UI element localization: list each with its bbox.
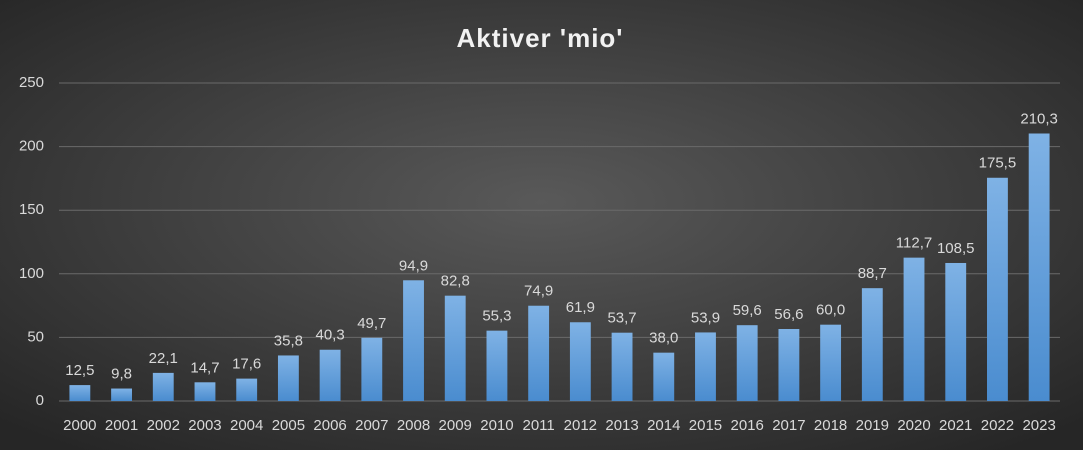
x-tick-label: 2012 xyxy=(564,417,597,434)
chart-title: Aktiver 'mio' xyxy=(457,23,624,53)
bar xyxy=(194,382,216,401)
bar xyxy=(820,324,842,401)
data-label: 49,7 xyxy=(357,315,386,332)
x-tick-label: 2014 xyxy=(647,417,680,434)
bar xyxy=(528,305,550,401)
bar xyxy=(569,322,591,401)
bar xyxy=(695,332,716,401)
data-label: 112,7 xyxy=(896,235,932,252)
bar xyxy=(444,295,466,401)
data-label: 35,8 xyxy=(274,332,303,349)
data-label: 14,7 xyxy=(190,359,219,376)
x-tick-label: 2017 xyxy=(772,417,805,434)
bar xyxy=(611,332,633,401)
x-tick-label: 2023 xyxy=(1022,417,1055,434)
x-tick-label: 2010 xyxy=(480,417,513,434)
bar xyxy=(653,352,675,401)
bar xyxy=(236,378,258,401)
y-tick-label: 100 xyxy=(19,265,44,282)
x-tick-label: 2005 xyxy=(272,417,305,434)
data-label: 88,7 xyxy=(858,265,887,282)
data-label: 9,8 xyxy=(111,366,132,383)
bar xyxy=(903,257,925,401)
data-label: 17,6 xyxy=(232,356,261,373)
data-label: 40,3 xyxy=(316,327,345,344)
x-tick-label: 2015 xyxy=(689,417,722,434)
x-tick-label: 2003 xyxy=(188,417,221,434)
x-tick-label: 2019 xyxy=(856,417,889,434)
bar xyxy=(319,349,341,401)
bar xyxy=(152,372,174,401)
x-tick-label: 2001 xyxy=(105,417,138,434)
bar xyxy=(987,177,1008,401)
data-label: 22,1 xyxy=(149,350,178,367)
bar xyxy=(736,325,758,401)
data-label: 108,5 xyxy=(937,240,975,257)
bar xyxy=(945,262,967,401)
y-tick-label: 150 xyxy=(19,201,44,218)
bar xyxy=(486,330,508,401)
data-label: 60,0 xyxy=(816,302,845,319)
y-tick-label: 50 xyxy=(27,328,44,345)
data-label: 210,3 xyxy=(1020,110,1058,127)
x-tick-label: 2004 xyxy=(230,417,263,434)
x-tick-label: 2006 xyxy=(313,417,346,434)
bar xyxy=(861,288,883,401)
x-tick-label: 2009 xyxy=(439,417,472,434)
x-tick-label: 2007 xyxy=(355,417,388,434)
bar xyxy=(403,280,424,401)
data-label: 38,0 xyxy=(649,330,678,347)
data-label: 55,3 xyxy=(482,308,511,325)
x-tick-label: 2013 xyxy=(605,417,638,434)
data-label: 59,6 xyxy=(733,302,762,319)
x-tick-label: 2020 xyxy=(897,417,930,434)
y-tick-label: 200 xyxy=(19,138,44,155)
x-tick-label: 2018 xyxy=(814,417,847,434)
data-label: 53,9 xyxy=(691,309,720,326)
y-tick-label: 0 xyxy=(36,392,44,409)
data-label: 175,5 xyxy=(979,155,1017,172)
x-tick-label: 2002 xyxy=(147,417,180,434)
bar xyxy=(277,355,299,401)
data-label: 53,7 xyxy=(607,310,636,327)
data-label: 82,8 xyxy=(441,273,470,290)
data-label: 74,9 xyxy=(524,283,553,300)
x-tick-label: 2022 xyxy=(981,417,1014,434)
x-tick-label: 2011 xyxy=(523,417,555,434)
x-tick-label: 2008 xyxy=(397,417,430,434)
bar xyxy=(361,337,383,401)
data-label: 12,5 xyxy=(65,362,94,379)
data-label: 94,9 xyxy=(399,257,428,274)
data-label: 61,9 xyxy=(566,299,595,316)
bar xyxy=(111,388,132,401)
x-tick-label: 2016 xyxy=(731,417,764,434)
bar xyxy=(69,385,91,401)
bar xyxy=(778,329,800,401)
x-tick-label: 2021 xyxy=(939,417,972,434)
y-tick-label: 250 xyxy=(19,74,44,91)
x-tick-label: 2000 xyxy=(63,417,96,434)
bar xyxy=(1028,133,1050,401)
data-label: 56,6 xyxy=(774,306,803,323)
